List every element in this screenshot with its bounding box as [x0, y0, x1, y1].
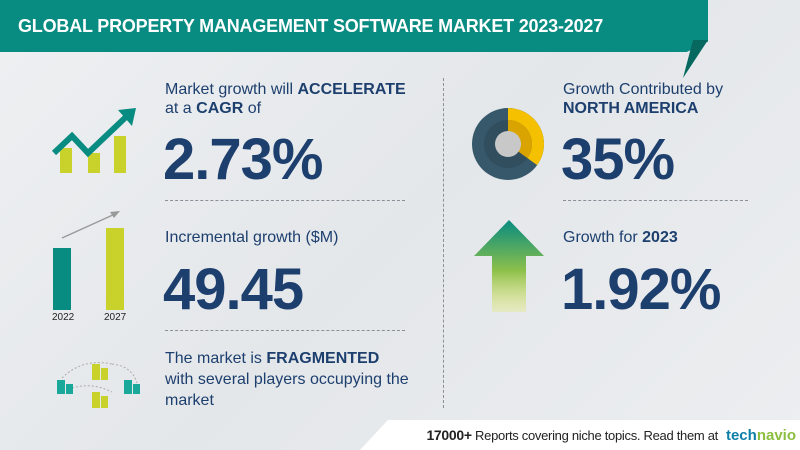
donut-chart-icon	[472, 108, 544, 180]
footer-row: 17000+ Reports covering niche topics. Re…	[392, 420, 796, 450]
bar-2022	[53, 248, 71, 310]
footer-text: 17000+ Reports covering niche topics. Re…	[426, 427, 718, 443]
incremental-label: Incremental growth ($M)	[165, 229, 339, 246]
bar-2027	[106, 228, 124, 310]
year-2022: 2022	[52, 312, 75, 323]
cagr-label: Market growth will ACCELERATE at a CAGR …	[165, 81, 406, 117]
bar-growth-icon	[53, 211, 124, 310]
growth-2023-label: Growth for 2023	[563, 229, 678, 246]
growth-chart-icon	[52, 108, 136, 173]
footer-bar	[360, 420, 800, 450]
header-banner	[0, 0, 708, 52]
vertical-divider	[443, 78, 444, 408]
technavio-logo[interactable]: technavio	[725, 426, 796, 444]
growth-2023-value: 1.92%	[561, 257, 721, 322]
up-arrow-icon	[474, 220, 544, 312]
divider	[165, 330, 405, 331]
cagr-value: 2.73%	[163, 127, 323, 192]
fragmented-text: The market is FRAGMENTED with several pl…	[165, 350, 409, 409]
region-label: Growth Contributed by NORTH AMERICA	[563, 81, 724, 117]
page-title: GLOBAL PROPERTY MANAGEMENT SOFTWARE MARK…	[18, 16, 604, 36]
incremental-value: 49.45	[163, 257, 304, 322]
buildings-network-icon	[57, 362, 140, 408]
year-2027: 2027	[104, 312, 127, 323]
region-value: 35%	[561, 127, 675, 192]
divider	[165, 200, 405, 201]
divider	[563, 200, 748, 201]
